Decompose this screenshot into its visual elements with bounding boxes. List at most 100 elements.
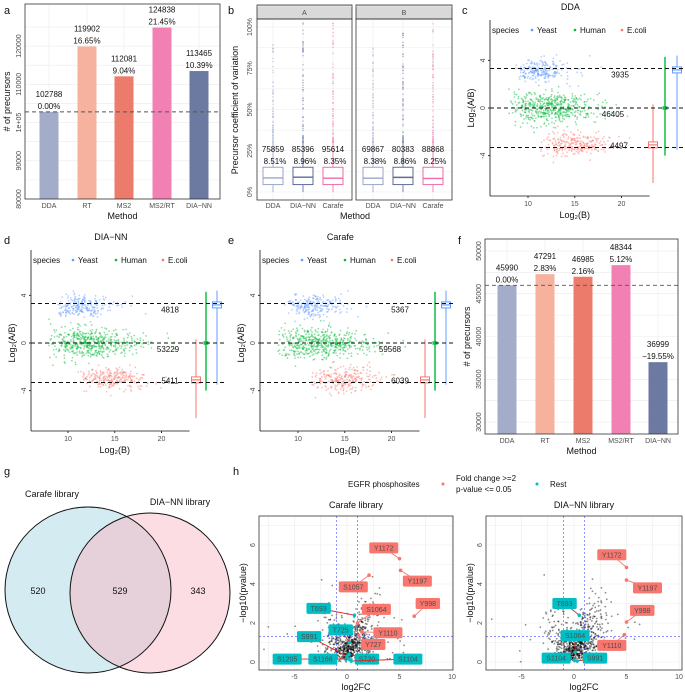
data-point bbox=[510, 101, 513, 104]
data-point bbox=[322, 319, 325, 322]
outlier-point bbox=[372, 92, 374, 95]
data-point bbox=[52, 348, 55, 351]
data-point bbox=[524, 76, 527, 78]
data-point bbox=[597, 149, 599, 152]
data-point bbox=[355, 624, 357, 627]
data-point bbox=[574, 110, 577, 113]
data-point bbox=[525, 96, 527, 99]
data-point bbox=[83, 354, 86, 356]
data-point bbox=[530, 103, 533, 106]
data-point bbox=[536, 63, 538, 66]
data-point bbox=[575, 150, 578, 153]
data-point bbox=[590, 619, 593, 622]
data-point bbox=[545, 102, 548, 105]
data-point bbox=[311, 371, 314, 374]
data-point bbox=[557, 115, 560, 117]
data-point bbox=[523, 108, 526, 111]
data-point bbox=[349, 645, 352, 648]
data-point bbox=[533, 103, 536, 105]
data-point bbox=[387, 332, 390, 335]
data-point bbox=[60, 326, 63, 329]
data-point bbox=[627, 626, 630, 629]
data-point bbox=[564, 111, 567, 114]
y-tick-label: -4 bbox=[250, 387, 257, 393]
data-point bbox=[330, 308, 333, 310]
highlight-point-T725 bbox=[347, 640, 352, 645]
outlier-point bbox=[302, 141, 304, 144]
data-point bbox=[561, 114, 563, 116]
outlier-point bbox=[432, 64, 434, 67]
data-point bbox=[106, 346, 109, 349]
data-point bbox=[581, 74, 584, 77]
outlier-point bbox=[302, 29, 304, 31]
data-point bbox=[123, 379, 126, 381]
chart-title: Carafe library bbox=[329, 500, 384, 510]
data-point bbox=[325, 358, 328, 360]
data-point bbox=[378, 371, 380, 374]
data-point bbox=[326, 307, 328, 310]
y-tick-label: 30000 bbox=[476, 412, 483, 432]
data-point bbox=[314, 309, 317, 311]
data-point bbox=[322, 328, 324, 331]
data-point bbox=[360, 597, 363, 600]
data-point bbox=[598, 92, 601, 95]
bar-MS2 bbox=[114, 76, 134, 199]
data-point bbox=[289, 299, 292, 302]
data-point bbox=[90, 324, 93, 326]
data-point bbox=[340, 614, 343, 617]
x-tick-label: 10 bbox=[294, 436, 302, 443]
legend-marker bbox=[620, 28, 624, 32]
outlier-point bbox=[332, 52, 334, 54]
outlier-point bbox=[302, 43, 304, 45]
site-label: S991 bbox=[301, 634, 317, 641]
data-point bbox=[536, 103, 539, 105]
data-point bbox=[338, 308, 341, 311]
data-point bbox=[393, 616, 396, 619]
data-point bbox=[302, 345, 305, 348]
data-point bbox=[561, 63, 564, 66]
data-point bbox=[301, 352, 304, 355]
data-point bbox=[97, 383, 100, 386]
data-point bbox=[139, 337, 142, 340]
outlier-point bbox=[332, 40, 334, 42]
data-point bbox=[89, 303, 92, 306]
outlier-point bbox=[302, 84, 304, 86]
data-point bbox=[83, 296, 86, 299]
outlier-point bbox=[302, 120, 304, 122]
outlier-point bbox=[372, 74, 374, 76]
data-point bbox=[313, 304, 316, 307]
data-point bbox=[314, 329, 317, 331]
data-point bbox=[520, 68, 523, 71]
data-point bbox=[96, 338, 98, 340]
data-point bbox=[339, 379, 341, 381]
data-point bbox=[570, 149, 573, 152]
data-point bbox=[110, 378, 113, 381]
data-point bbox=[565, 155, 568, 157]
data-point bbox=[626, 115, 629, 118]
data-point bbox=[552, 138, 555, 140]
data-point bbox=[299, 356, 302, 359]
data-point bbox=[568, 103, 570, 106]
data-point bbox=[87, 347, 90, 349]
data-point bbox=[130, 335, 133, 338]
box-DIA−NN bbox=[392, 166, 414, 186]
data-point bbox=[570, 104, 573, 107]
data-point bbox=[313, 336, 316, 339]
data-point bbox=[559, 113, 561, 116]
data-point bbox=[313, 350, 316, 353]
venn-set-label: DIA−NN library bbox=[150, 497, 211, 507]
data-point bbox=[523, 111, 526, 113]
data-point bbox=[533, 62, 536, 65]
data-point bbox=[569, 108, 572, 110]
data-point bbox=[571, 108, 574, 111]
data-point bbox=[333, 305, 336, 308]
data-point bbox=[109, 338, 112, 341]
data-point bbox=[563, 98, 565, 101]
data-point bbox=[581, 147, 583, 150]
data-point bbox=[545, 108, 548, 111]
data-point bbox=[520, 97, 523, 100]
data-point bbox=[541, 97, 544, 100]
data-point bbox=[69, 329, 72, 332]
data-point bbox=[608, 136, 610, 139]
data-point bbox=[100, 307, 103, 310]
